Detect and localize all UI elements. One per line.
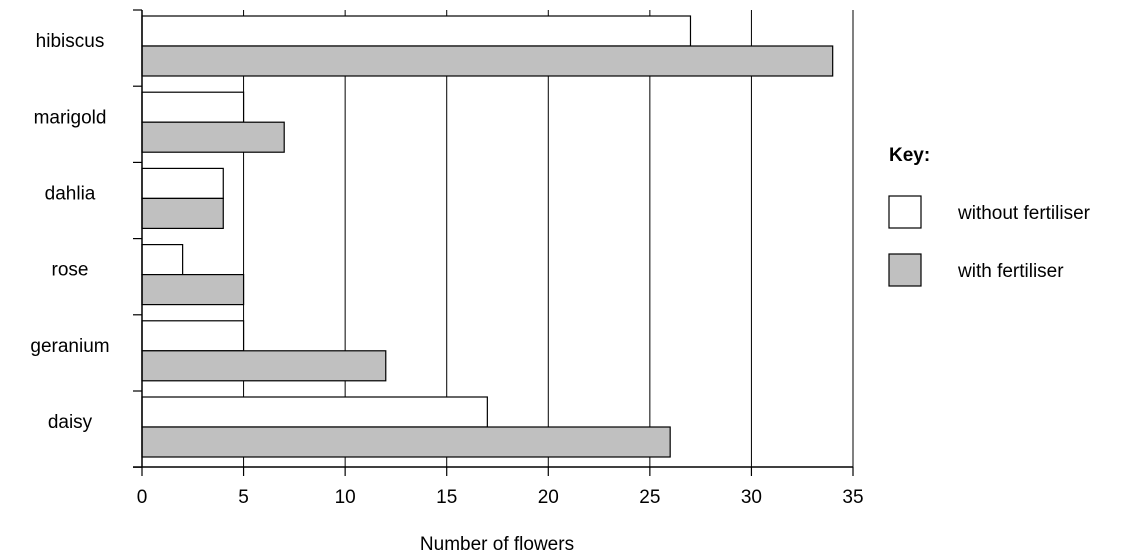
bars [141, 15, 834, 458]
legend-swatch-without-fertiliser [888, 195, 922, 229]
x-tick-label-20: 20 [538, 487, 559, 508]
bar-hibiscus-with-fertiliser [141, 45, 834, 77]
category-label-daisy: daisy [48, 412, 93, 433]
legend-label-without-fertiliser: without fertiliser [957, 203, 1091, 224]
vertical-gridlines [243, 10, 854, 467]
bar-rose-without-fertiliser [141, 244, 184, 276]
axis-ticks [133, 9, 854, 476]
category-label-geranium: geranium [30, 336, 109, 357]
bar-geranium-without-fertiliser [141, 320, 245, 352]
x-tick-label-10: 10 [335, 487, 356, 508]
bar-dahlia-without-fertiliser [141, 167, 224, 199]
x-tick-label-30: 30 [741, 487, 762, 508]
bar-hibiscus-without-fertiliser [141, 15, 692, 47]
bar-rose-with-fertiliser [141, 274, 245, 306]
x-tick-label-25: 25 [639, 487, 660, 508]
category-label-hibiscus: hibiscus [36, 31, 105, 52]
legend-swatch-with-fertiliser [888, 253, 922, 287]
bar-dahlia-with-fertiliser [141, 197, 224, 229]
x-tick-label-5: 5 [238, 487, 249, 508]
category-label-dahlia: dahlia [45, 184, 96, 205]
axis-labels: 0 5 10 15 20 25 30 35 hibiscus marigold dahlia rose… [30, 31, 863, 508]
bar-marigold-without-fertiliser [141, 91, 245, 123]
bar-daisy-with-fertiliser [141, 426, 671, 458]
legend-items: without fertiliser with fertiliser [888, 195, 1091, 287]
legend: Key: without fertiliser with fertiliser [888, 145, 1091, 287]
x-tick-label-35: 35 [842, 487, 863, 508]
x-tick-label-0: 0 [137, 487, 148, 508]
x-tick-label-15: 15 [436, 487, 457, 508]
bar-geranium-with-fertiliser [141, 350, 387, 382]
bar-marigold-with-fertiliser [141, 121, 285, 153]
x-axis-title: Number of flowers [420, 534, 574, 555]
bar-daisy-without-fertiliser [141, 396, 488, 428]
legend-label-with-fertiliser: with fertiliser [957, 261, 1064, 282]
legend-title: Key: [889, 145, 930, 166]
category-label-marigold: marigold [34, 107, 107, 128]
category-label-rose: rose [52, 260, 89, 281]
